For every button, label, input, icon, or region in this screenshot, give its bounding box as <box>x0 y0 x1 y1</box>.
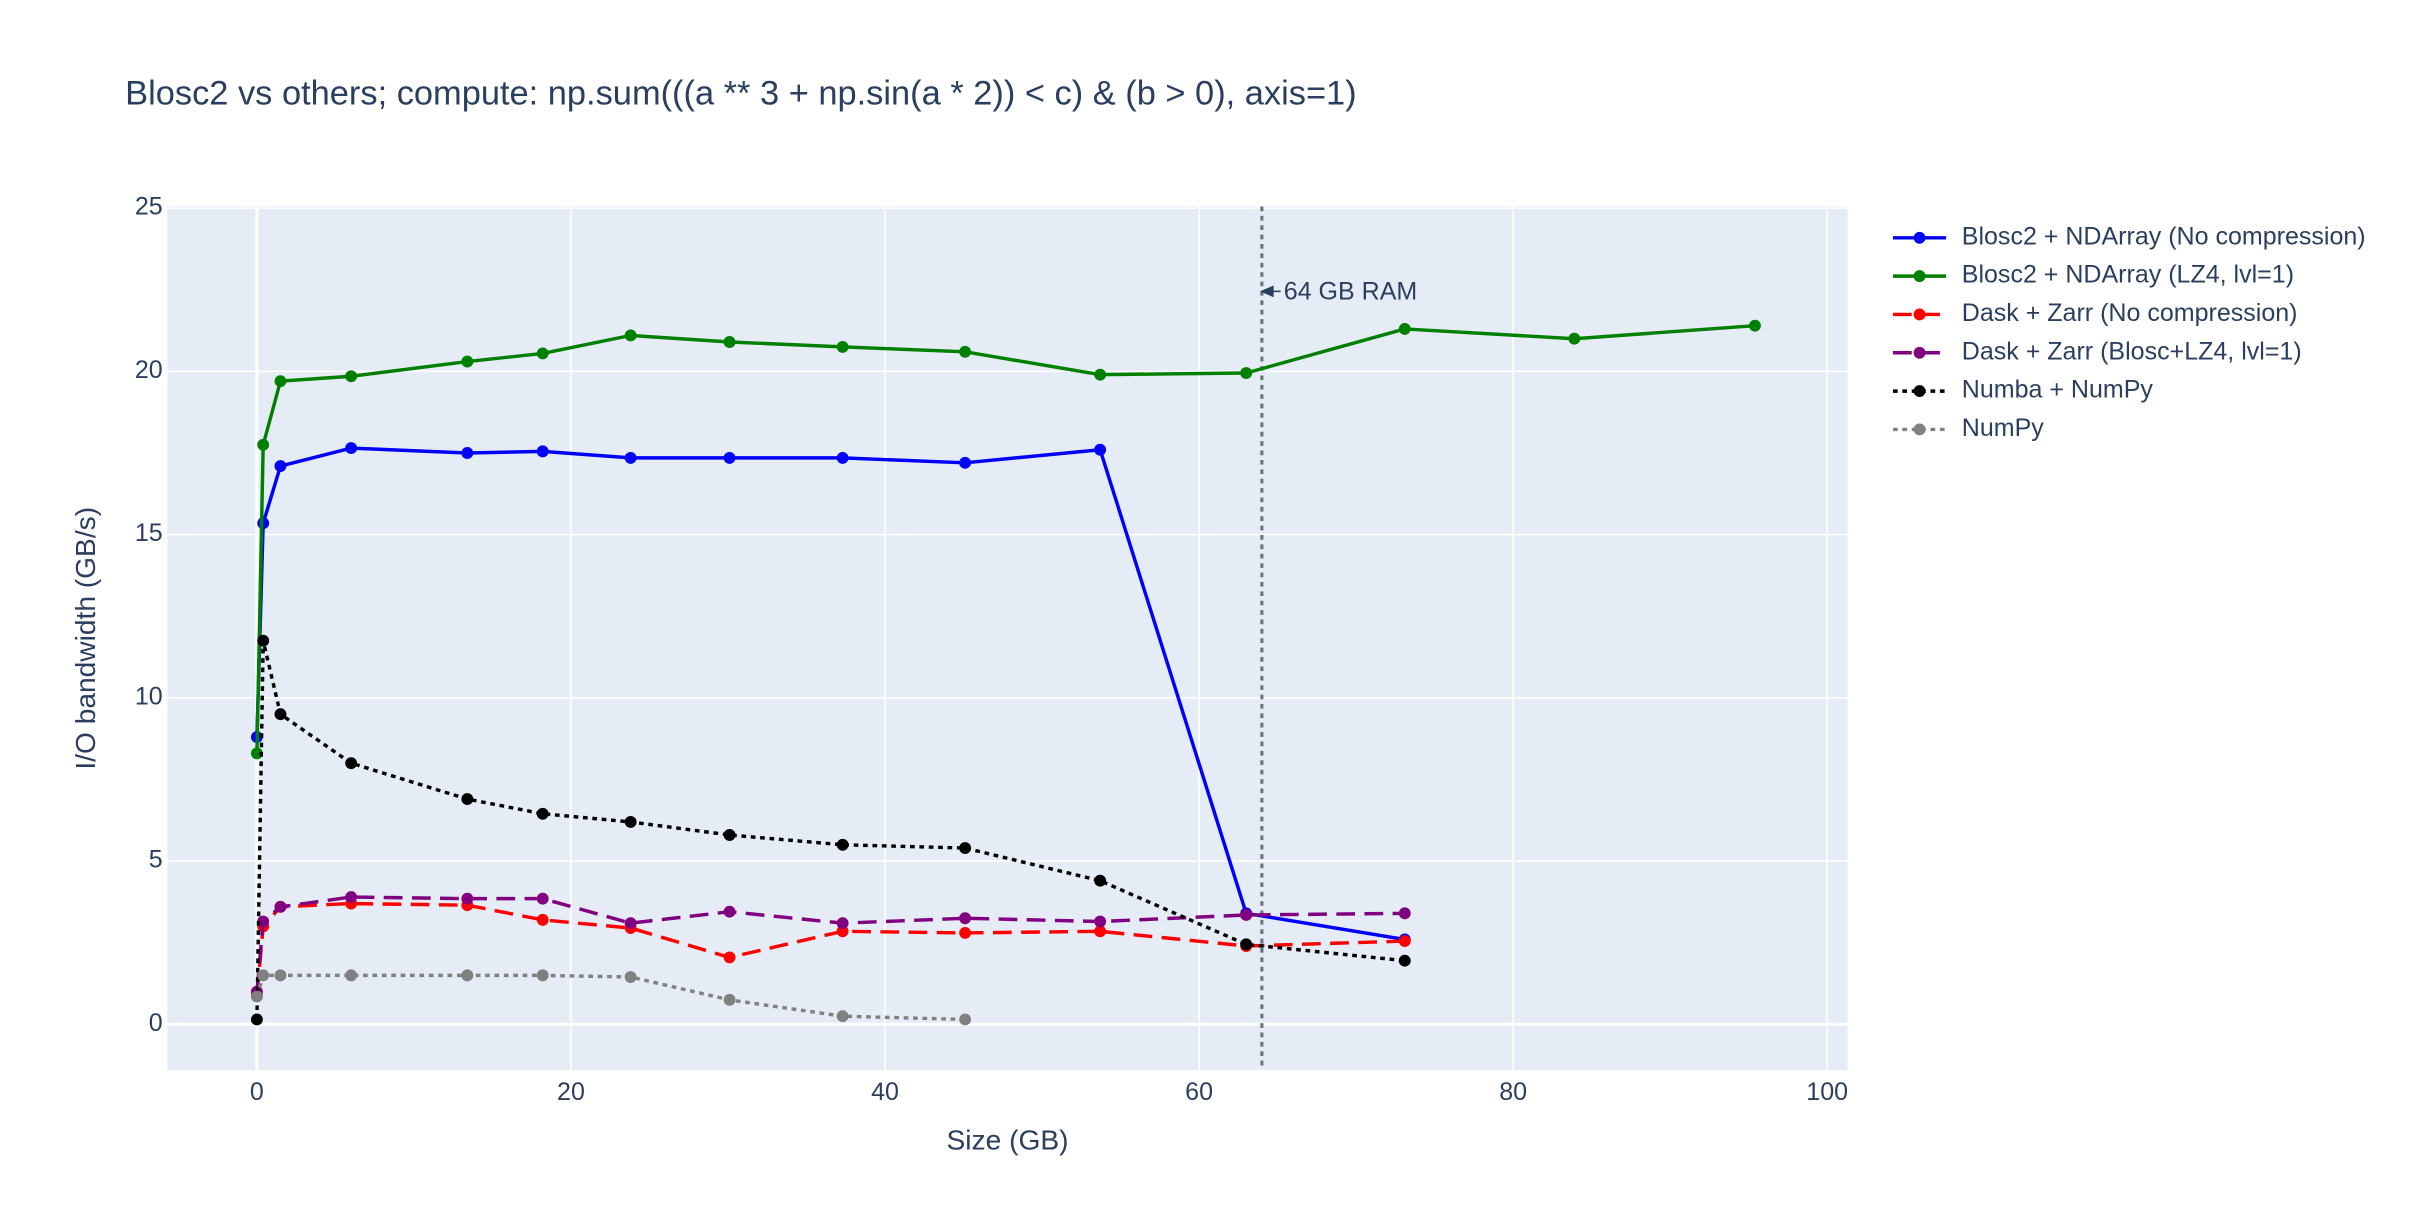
legend-label: Blosc2 + NDArray (LZ4, lvl=1) <box>1962 261 2294 289</box>
x-tick-label: 20 <box>557 1078 585 1106</box>
data-point <box>1094 368 1107 381</box>
data-point <box>723 829 736 841</box>
legend-marker <box>1913 308 1926 321</box>
data-point <box>257 915 270 928</box>
y-tick-label: 10 <box>135 682 163 710</box>
data-point <box>959 842 972 854</box>
data-point <box>1240 367 1253 379</box>
y-tick-label: 20 <box>135 356 163 384</box>
annotation-arrow <box>1259 285 1281 298</box>
data-point <box>536 347 549 360</box>
series-line <box>255 973 966 1022</box>
data-point <box>1094 874 1107 887</box>
data-point <box>1398 954 1411 967</box>
data-point <box>536 892 549 905</box>
legend-label: Dask + Zarr (Blosc+LZ4, lvl=1) <box>1962 337 2302 365</box>
data-point <box>274 460 287 473</box>
data-point <box>959 345 972 358</box>
data-point <box>1398 907 1411 920</box>
data-point <box>461 793 474 806</box>
data-point <box>461 355 474 368</box>
y-tick-label: 25 <box>135 193 163 221</box>
legend-marker <box>1913 346 1926 359</box>
data-point <box>461 969 474 982</box>
x-tick-label: 80 <box>1499 1078 1527 1106</box>
data-point <box>1748 319 1761 332</box>
x-tick-label: 60 <box>1185 1078 1213 1106</box>
data-point <box>461 892 474 905</box>
legend-label: Numba + NumPy <box>1962 376 2154 404</box>
data-point <box>536 445 549 458</box>
data-point <box>836 917 849 930</box>
legend-marker <box>1913 385 1926 398</box>
data-point <box>723 951 736 964</box>
data-point <box>250 1013 263 1026</box>
data-point <box>1094 925 1107 938</box>
data-point <box>274 708 287 721</box>
data-point <box>257 969 270 982</box>
x-axis-label: Size (GB) <box>947 1124 1069 1155</box>
annotation: 64 GB RAM <box>1284 278 1417 306</box>
data-point <box>536 913 549 926</box>
y-tick-label: 15 <box>135 519 163 547</box>
data-point <box>1240 938 1253 951</box>
data-point <box>461 447 474 459</box>
y-axis-label: I/O bandwidth (GB/s) <box>70 507 101 770</box>
x-tick-label: 100 <box>1806 1078 1848 1106</box>
plot-area <box>167 206 1848 1071</box>
data-point <box>1094 443 1107 456</box>
x-tick-label: 40 <box>871 1078 899 1106</box>
legend-marker <box>1913 231 1926 244</box>
data-point <box>624 971 637 983</box>
data-point <box>723 905 736 918</box>
data-point <box>345 757 358 770</box>
data-point <box>257 438 270 451</box>
data-point <box>836 838 849 851</box>
data-point <box>345 370 358 383</box>
data-point <box>274 900 287 913</box>
data-point <box>836 340 849 353</box>
chart-title: Blosc2 vs others; compute: np.sum(((a **… <box>125 75 1357 113</box>
data-point <box>345 891 358 903</box>
data-point <box>1240 909 1253 921</box>
data-point <box>257 634 270 647</box>
legend-label: Blosc2 + NDArray (No compression) <box>1962 222 2366 250</box>
data-point <box>836 1010 849 1023</box>
data-point <box>345 969 358 982</box>
legend-marker <box>1913 423 1926 436</box>
x-tick-label: 0 <box>250 1078 264 1106</box>
data-point <box>836 451 849 464</box>
data-point <box>1094 915 1107 928</box>
data-point <box>723 451 736 464</box>
data-point <box>959 912 972 925</box>
data-point <box>345 442 358 455</box>
data-point <box>959 1013 972 1026</box>
legend-label: Dask + Zarr (No compression) <box>1962 299 2298 327</box>
data-point <box>624 451 637 464</box>
data-point <box>624 917 637 930</box>
data-point <box>959 456 972 469</box>
y-tick-label: 5 <box>149 846 163 874</box>
data-point <box>624 329 637 342</box>
data-point <box>959 926 972 939</box>
data-point <box>274 969 287 982</box>
y-tick-label: 0 <box>149 1009 163 1037</box>
data-point <box>250 990 263 1003</box>
data-point <box>1568 332 1581 345</box>
data-point <box>274 375 287 388</box>
data-point <box>723 336 736 348</box>
legend-label: NumPy <box>1962 414 2045 442</box>
legend-marker <box>1913 270 1926 283</box>
data-point <box>536 807 549 820</box>
data-point <box>836 925 849 938</box>
data-point <box>1398 322 1411 335</box>
data-point <box>624 815 637 828</box>
data-point <box>1398 935 1411 948</box>
data-point <box>536 969 549 982</box>
data-point <box>723 993 736 1006</box>
